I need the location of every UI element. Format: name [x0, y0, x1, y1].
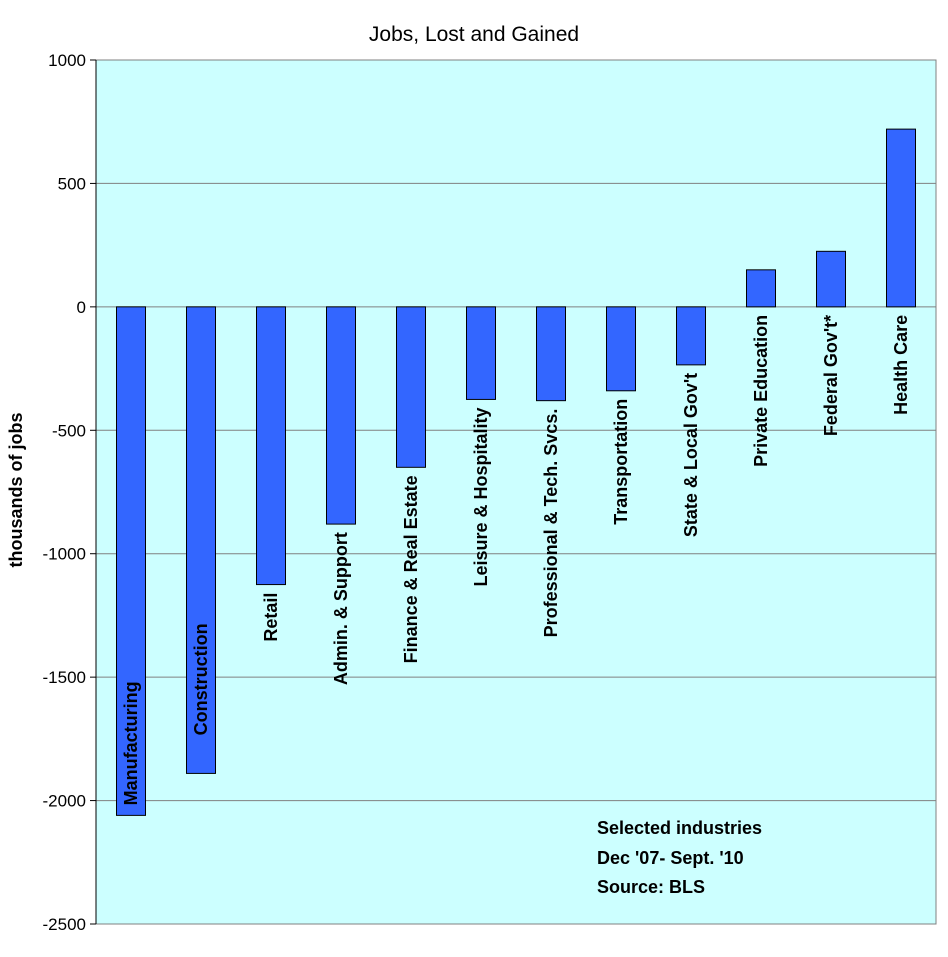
note-line-1: Selected industries — [597, 818, 762, 838]
bar-category-label: Retail — [261, 593, 281, 642]
bar — [746, 269, 776, 308]
bar-category-label: Construction — [191, 623, 211, 735]
y-axis-label: thousands of jobs — [6, 413, 26, 568]
bar-category-label: Professional & Tech. Svcs. — [541, 409, 561, 638]
y-tick-label: 500 — [58, 174, 86, 193]
bars — [116, 128, 916, 816]
note-line-2: Dec '07- Sept. '10 — [597, 848, 744, 868]
y-tick-label: -2000 — [43, 792, 86, 811]
y-tick-label: 1000 — [48, 51, 86, 70]
bar — [676, 306, 706, 366]
bar-category-label: Federal Gov't* — [821, 315, 841, 436]
note-line-3: Source: BLS — [597, 877, 705, 897]
y-tick-label: -1500 — [43, 668, 86, 687]
bar-labels: Manufacturing Construction Retail Admin. & … — [121, 315, 911, 806]
bar-category-label: Manufacturing — [121, 681, 141, 805]
y-tick-label: 0 — [77, 298, 86, 317]
bar — [536, 306, 566, 402]
bar-category-label: Private Education — [751, 315, 771, 467]
bar — [186, 306, 216, 774]
bar-category-label: Transportation — [611, 399, 631, 525]
bar-category-label: State & Local Gov't — [681, 373, 701, 537]
bar — [256, 306, 286, 586]
y-tick-label: -500 — [52, 421, 86, 440]
gridlines — [96, 59, 936, 802]
bar-category-label: Leisure & Hospitality — [471, 407, 491, 586]
bar — [466, 306, 496, 400]
bar — [396, 306, 426, 468]
bar — [886, 128, 916, 308]
bar — [606, 306, 636, 392]
y-tick-label: -2500 — [43, 915, 86, 934]
chart-title: Jobs, Lost and Gained — [369, 23, 579, 46]
chart-notes: Selected industries Dec '07- Sept. '10 S… — [597, 818, 762, 897]
bar — [816, 250, 846, 308]
y-tick-label: -1000 — [43, 545, 86, 564]
bar-category-label: Finance & Real Estate — [401, 475, 421, 663]
plot-area — [95, 59, 937, 925]
bar-category-label: Health Care — [891, 315, 911, 415]
bar — [326, 306, 356, 525]
bar-category-label: Admin. & Support — [331, 532, 351, 685]
bar — [116, 306, 146, 816]
y-axis-ticks: 1000 500 0 -500 -1000 -1500 -2000 -2500 — [43, 51, 97, 934]
